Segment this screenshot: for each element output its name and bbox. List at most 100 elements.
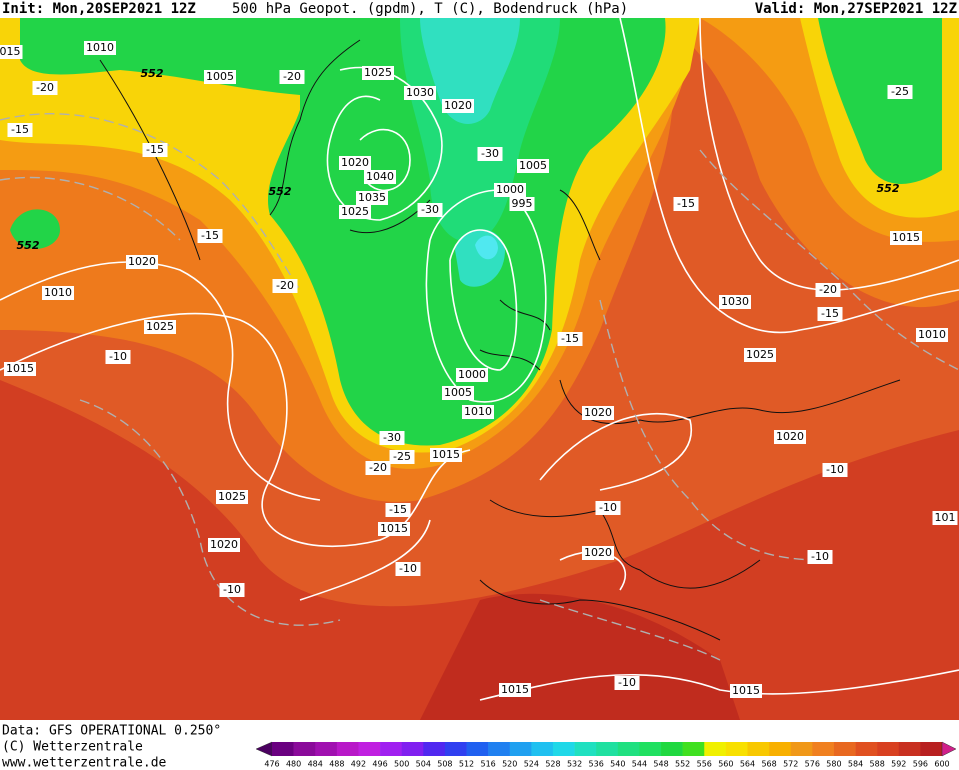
label-box (774, 430, 806, 444)
isoline-label: 1020 (341, 156, 369, 169)
label-box (456, 368, 488, 382)
label-box (494, 183, 526, 197)
colorbar-label: 600 (934, 760, 949, 769)
label-box (673, 197, 699, 211)
isoline-label: -10 (109, 350, 127, 363)
isoline-label: 1025 (218, 490, 246, 503)
label-box (807, 550, 833, 564)
colorbar-label: 568 (761, 760, 776, 769)
label-box (362, 66, 394, 80)
isoline-label: -10 (399, 562, 417, 575)
isoline-label: -10 (826, 463, 844, 476)
colorbar-swatch (531, 742, 554, 756)
isoline-label: 015 (0, 45, 21, 58)
isoline-label: 1015 (892, 231, 920, 244)
label-box (916, 328, 948, 342)
label-box (890, 231, 922, 245)
isoline-label: 552 (877, 182, 900, 195)
label-box (887, 85, 913, 99)
label-box (730, 684, 762, 698)
colorbar-swatch (617, 742, 640, 756)
label-box (272, 279, 298, 293)
colorbar-label: 592 (891, 760, 906, 769)
colorbar-swatch (596, 742, 619, 756)
isoline-label: -20 (283, 70, 301, 83)
isoline-label: -15 (561, 332, 579, 345)
label-box (339, 156, 371, 170)
isoline-label: -15 (146, 143, 164, 156)
colorbar-label: 588 (870, 760, 885, 769)
label-box (365, 461, 391, 475)
colorbar-label: 508 (437, 760, 452, 769)
colorbar-swatch (315, 742, 338, 756)
label-box (932, 511, 958, 525)
colorbar-label: 488 (329, 760, 344, 769)
colorbar-swatch (293, 742, 316, 756)
colorbar-label: 520 (502, 760, 517, 769)
label-box (84, 41, 116, 55)
isoline-label: 1040 (366, 170, 394, 183)
isoline-label: 1015 (6, 362, 34, 375)
colorbar-swatch (833, 742, 856, 756)
isoline-label: 1015 (432, 448, 460, 461)
colorbar-swatch (423, 742, 446, 756)
isoline-label: 1010 (86, 41, 114, 54)
label-box (279, 70, 305, 84)
label-box (378, 522, 410, 536)
colorbar-swatch (747, 742, 770, 756)
label-box (719, 295, 751, 309)
isoline-label: -10 (618, 676, 636, 689)
colorbar-swatch (855, 742, 878, 756)
label-box (557, 332, 583, 346)
isoline-label: 1000 (458, 368, 486, 381)
colorbar-low-end (255, 741, 273, 757)
isoline-label: 1025 (146, 320, 174, 333)
isoline-label: 1020 (128, 255, 156, 268)
colorbar-swatch (639, 742, 662, 756)
isoline-label: -25 (891, 85, 909, 98)
isoline-label: 552 (269, 185, 292, 198)
product-title: 500 hPa Geopot. (gpdm), T (C), Bodendruc… (232, 1, 628, 17)
colorbar-swatch (380, 742, 402, 756)
isoline-label: 995 (512, 197, 533, 210)
colorbar-label: 524 (524, 760, 539, 769)
isoline-label: 1015 (732, 684, 760, 697)
label-box (582, 406, 614, 420)
label-box (385, 503, 411, 517)
isoline-label: 1010 (918, 328, 946, 341)
isoline-label: 1020 (210, 538, 238, 551)
isoline-label: -15 (821, 307, 839, 320)
colorbar-swatch (812, 742, 835, 756)
isoline-label: 1025 (364, 66, 392, 79)
cyan-field (420, 18, 520, 287)
colorbar-swatch (661, 742, 683, 756)
label-box (430, 448, 462, 462)
colorbar-label: 476 (264, 760, 279, 769)
colorbar-swatch (790, 742, 813, 756)
colorbar-label: 512 (459, 760, 474, 769)
colorbar-label: 576 (805, 760, 820, 769)
label-box (0, 45, 23, 59)
label-box (404, 86, 436, 100)
isoline-label: 1005 (444, 386, 472, 399)
colorbar-label: 492 (351, 760, 366, 769)
colorbar-swatch (509, 742, 532, 756)
colorbar-label: 556 (697, 760, 712, 769)
label-box (815, 283, 841, 297)
colorbar-swatch (401, 742, 424, 756)
colorbar-label: 560 (718, 760, 733, 769)
isoline-label: 1015 (380, 522, 408, 535)
label-box (442, 99, 474, 113)
label-box (744, 348, 776, 362)
label-box (356, 191, 388, 205)
label-box (379, 431, 405, 445)
colorbar-label: 564 (740, 760, 755, 769)
isoline-label: -10 (223, 583, 241, 596)
label-box (395, 562, 421, 576)
isoline-label: 1015 (501, 683, 529, 696)
isoline-label: -20 (369, 461, 387, 474)
isoline-label: -30 (421, 203, 439, 216)
colorbar-label: 484 (308, 760, 323, 769)
